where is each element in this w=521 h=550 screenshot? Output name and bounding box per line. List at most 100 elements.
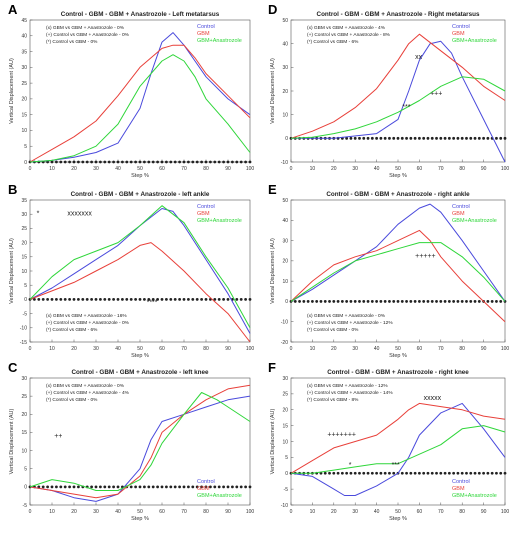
y-tick-label: 35: [21, 198, 27, 204]
legend-entry: GBM+Anastrozole: [452, 493, 497, 499]
y-tick-label: 0: [285, 299, 288, 305]
significance-marker: [116, 160, 120, 164]
significance-marker: [370, 471, 374, 475]
significance-marker: [217, 298, 221, 301]
significance-annotation: ****: [147, 300, 158, 307]
y-tick-label: 30: [21, 65, 27, 71]
significance-marker: [362, 136, 366, 140]
significance-marker: [490, 471, 494, 475]
x-tick-label: 100: [501, 166, 510, 172]
series-line-gbm: [290, 402, 506, 474]
significance-marker: [235, 160, 239, 164]
legend-entry: GBM: [452, 211, 465, 217]
panel-letter: A: [8, 2, 18, 17]
significance-marker: [482, 136, 485, 140]
x-axis-label: Step %: [131, 353, 149, 359]
series-line-gbm: [29, 384, 251, 499]
significance-marker: [486, 300, 490, 303]
significance-marker: [226, 485, 230, 489]
legend-entry: GBM: [452, 486, 465, 492]
y-axis-label: Vertical Displacement (AU): [270, 58, 276, 124]
significance-marker: [46, 485, 49, 489]
significance-marker: [77, 485, 80, 489]
x-axis-label: Step %: [389, 353, 407, 359]
significance-annotation: *: [37, 211, 40, 218]
significance-marker: [178, 160, 182, 164]
legend-entry: GBM: [197, 486, 210, 492]
y-tick-label: 25: [21, 81, 27, 87]
x-tick-label: 30: [352, 509, 358, 515]
significance-marker: [328, 471, 331, 475]
significance-marker: [41, 485, 45, 489]
significance-marker: [125, 160, 129, 164]
significance-marker: [178, 298, 182, 301]
x-tick-label: 50: [137, 509, 143, 515]
x-tick-label: 100: [246, 346, 255, 352]
significance-marker: [345, 300, 349, 303]
significance-marker: [388, 471, 391, 475]
significance-marker: [418, 471, 421, 475]
y-tick-label: 25: [21, 226, 27, 232]
significance-marker: [222, 485, 226, 489]
significance-marker: [447, 136, 451, 140]
x-axis-label: Step %: [389, 516, 407, 522]
significance-marker: [248, 298, 252, 301]
significance-marker: [443, 471, 447, 475]
significance-marker: [239, 485, 243, 489]
significance-marker: [375, 300, 378, 303]
series-line-gbm-anastrozole: [29, 54, 251, 163]
legend-entry: Control: [452, 204, 470, 210]
y-tick-label: 30: [282, 65, 288, 71]
series-line-gbm-anastrozole: [291, 425, 506, 474]
y-tick-label: 0: [24, 297, 27, 303]
y-tick-label: 10: [282, 439, 288, 445]
x-tick-label: 20: [71, 509, 77, 515]
significance-marker: [178, 485, 182, 489]
panel-d: D Control - GBM - GBM + Anastrozole - Rig…: [268, 2, 509, 179]
legend-entry: GBM+Anastrozole: [197, 493, 242, 499]
significance-annotation: +++: [430, 91, 442, 98]
significance-marker: [129, 160, 133, 164]
panel-letter: F: [268, 360, 276, 375]
x-tick-label: 40: [374, 509, 380, 515]
significance-marker: [239, 298, 243, 301]
significance-marker: [77, 160, 80, 164]
significance-marker: [129, 298, 133, 301]
x-tick-label: 90: [225, 346, 231, 352]
y-tick-label: 25: [21, 394, 27, 400]
x-axis-label: Step %: [131, 516, 149, 522]
significance-marker: [173, 485, 177, 489]
x-tick-label: 40: [374, 346, 380, 352]
x-tick-label: 60: [159, 509, 165, 515]
significance-marker: [68, 160, 71, 164]
significance-marker: [392, 300, 396, 303]
significance-marker: [72, 160, 76, 164]
significance-marker: [418, 136, 421, 140]
y-tick-label: 30: [21, 212, 27, 218]
significance-marker: [456, 300, 460, 303]
significance-marker: [495, 300, 498, 303]
significance-marker: [379, 136, 383, 140]
significance-marker: [182, 298, 186, 301]
significance-marker: [477, 471, 481, 475]
significance-marker: [138, 485, 142, 489]
x-tick-label: 50: [395, 509, 401, 515]
x-tick-label: 70: [181, 166, 187, 172]
significance-marker: [353, 136, 357, 140]
x-tick-label: 20: [71, 166, 77, 172]
significance-marker: [112, 160, 115, 164]
significance-marker: [379, 471, 383, 475]
y-tick-label: 10: [282, 112, 288, 118]
significance-marker: [422, 300, 426, 303]
significance-marker: [173, 160, 177, 164]
y-tick-label: 20: [282, 89, 288, 95]
significance-marker: [473, 136, 477, 140]
significance-marker: [99, 485, 102, 489]
significance-marker: [396, 300, 400, 303]
significance-marker: [147, 485, 151, 489]
x-tick-label: 70: [438, 509, 444, 515]
legend-entry: Control: [197, 24, 215, 30]
significance-marker: [112, 298, 115, 301]
x-axis-label: Step %: [131, 173, 149, 179]
y-tick-label: 0: [285, 136, 288, 142]
